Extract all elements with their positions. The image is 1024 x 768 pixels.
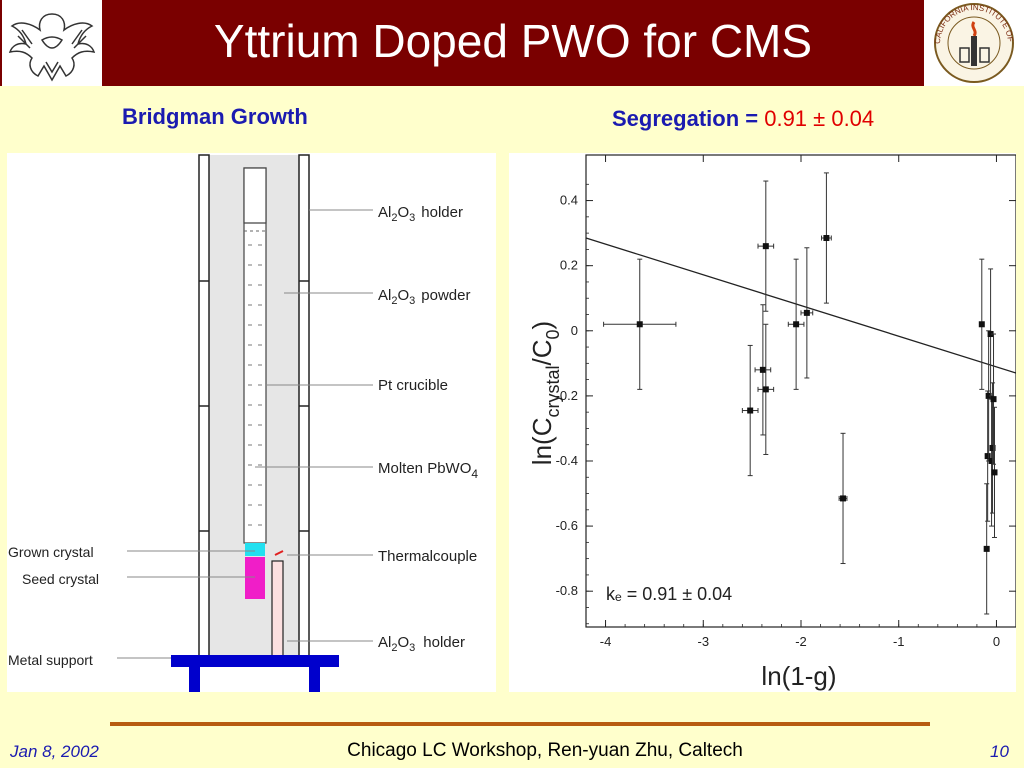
- data-point: [838, 432, 848, 565]
- fit-line: [585, 237, 1017, 374]
- point-marker: [983, 545, 990, 552]
- point-marker: [793, 321, 800, 328]
- pt-crucible: [243, 167, 267, 544]
- y-axis-label: ln(Ccrystal/C0): [527, 321, 563, 465]
- point-marker: [823, 235, 830, 242]
- metal-support: [171, 655, 339, 667]
- title-banner: [0, 0, 1024, 86]
- segregation-chart: -4 -3 -2 -1 0 -0.8 -0.6 -0.4 -0.2 0 0.2 0.4 kₑ = 0.…: [527, 154, 1017, 691]
- point-marker: [762, 386, 769, 393]
- page-number: 10: [990, 742, 1009, 761]
- x-tick-label: -2: [795, 634, 807, 649]
- y-tick-label: 0: [571, 323, 578, 338]
- wall-joints: [199, 280, 309, 532]
- label-grown-crystal: Grown crystal: [8, 544, 94, 560]
- point-marker: [989, 444, 996, 451]
- point-marker: [762, 243, 769, 250]
- x-tick-label: -3: [697, 634, 709, 649]
- support-leg-right: [309, 667, 320, 692]
- y-tick-label: -0.6: [556, 518, 578, 533]
- point-marker: [759, 366, 766, 373]
- segregation-value: 0.91 ± 0.04: [764, 106, 875, 131]
- crucible-lid: [243, 167, 267, 224]
- label-thermocouple: Thermalcouple: [378, 548, 477, 565]
- data-point: [757, 323, 775, 455]
- bridgman-growth-heading: Bridgman Growth: [122, 104, 308, 129]
- label-seed-crystal: Seed crystal: [22, 571, 99, 587]
- bridgman-diagram: Al2O3 holder Al2O3 powder Pt crucible Molt…: [8, 154, 478, 692]
- point-marker: [985, 392, 992, 399]
- data-point: [741, 344, 759, 477]
- caltech-seal-icon: CALIFORNIA INSTITUTE OF TECHNOLOGY 1891: [921, 0, 1015, 83]
- data-point: [800, 247, 814, 379]
- point-marker: [803, 309, 810, 316]
- eagle-crest-logo: [2, 0, 102, 86]
- grown-crystal: [245, 543, 265, 556]
- bridgman-diagram-panel: Al2O3 holder Al2O3 powder Pt crucible Molt…: [7, 153, 496, 692]
- label-molten: Molten PbWO4: [378, 460, 478, 481]
- melt-dashes: [248, 244, 262, 526]
- x-axis-label: ln(1-g): [761, 661, 836, 691]
- label-holder-bottom: Al2O3 holder: [378, 634, 465, 654]
- y-tick-label: 0.2: [560, 258, 578, 273]
- point-marker: [990, 396, 997, 403]
- point-marker: [636, 321, 643, 328]
- data-point: [787, 258, 805, 390]
- thermocouple: [271, 560, 284, 666]
- data-point: [978, 258, 985, 390]
- y-tick-label: -0.8: [556, 583, 578, 598]
- label-holder-top: Al2O3 holder: [378, 204, 463, 224]
- label-crucible: Pt crucible: [378, 377, 448, 394]
- data-point: [990, 333, 997, 465]
- segregation-heading: Segregation = 0.91 ± 0.04: [612, 106, 874, 132]
- eagle-crest-icon: [8, 13, 96, 82]
- caltech-seal-logo: CALIFORNIA INSTITUTE OF TECHNOLOGY 1891: [921, 0, 1024, 86]
- x-tick-label: 0: [993, 634, 1000, 649]
- ke-annotation: kₑ = 0.91 ± 0.04: [606, 584, 732, 604]
- seed-crystal: [245, 557, 265, 599]
- data-point: [821, 172, 832, 304]
- point-marker: [840, 495, 847, 502]
- data-point: [984, 390, 991, 522]
- point-marker: [988, 457, 995, 464]
- point-marker: [984, 453, 991, 460]
- slide-title: Yttrium Doped PWO for CMS: [213, 15, 813, 67]
- footer-credit: Chicago LC Workshop, Ren-yuan Zhu, Calte…: [347, 740, 743, 761]
- x-tick-label: -1: [893, 634, 905, 649]
- point-marker: [747, 407, 754, 414]
- data-point: [603, 258, 677, 390]
- thermocouple-tip: [274, 550, 284, 556]
- y-tick-label: 0.4: [560, 193, 578, 208]
- label-metal-support: Metal support: [8, 652, 93, 668]
- plot-frame: [585, 154, 1017, 628]
- data-point: [757, 180, 775, 312]
- segregation-label: Segregation =: [612, 106, 759, 131]
- y-tick-label: -0.2: [556, 388, 578, 403]
- point-marker: [987, 331, 994, 338]
- label-powder: Al2O3 powder: [378, 287, 470, 307]
- point-marker: [991, 469, 998, 476]
- data-point: [991, 406, 998, 538]
- x-tick-label: -4: [600, 634, 612, 649]
- footer-date: Jan 8, 2002: [10, 742, 99, 761]
- y-tick-label: -0.4: [556, 453, 578, 468]
- point-marker: [978, 321, 985, 328]
- footer-divider: [110, 722, 930, 726]
- data-point: [983, 483, 990, 615]
- segregation-chart-panel: -4 -3 -2 -1 0 -0.8 -0.6 -0.4 -0.2 0 0.2 0.4 kₑ = 0.…: [509, 153, 1017, 692]
- data-point: [754, 304, 772, 436]
- support-leg-left: [189, 667, 200, 692]
- leader-lines: [117, 209, 373, 659]
